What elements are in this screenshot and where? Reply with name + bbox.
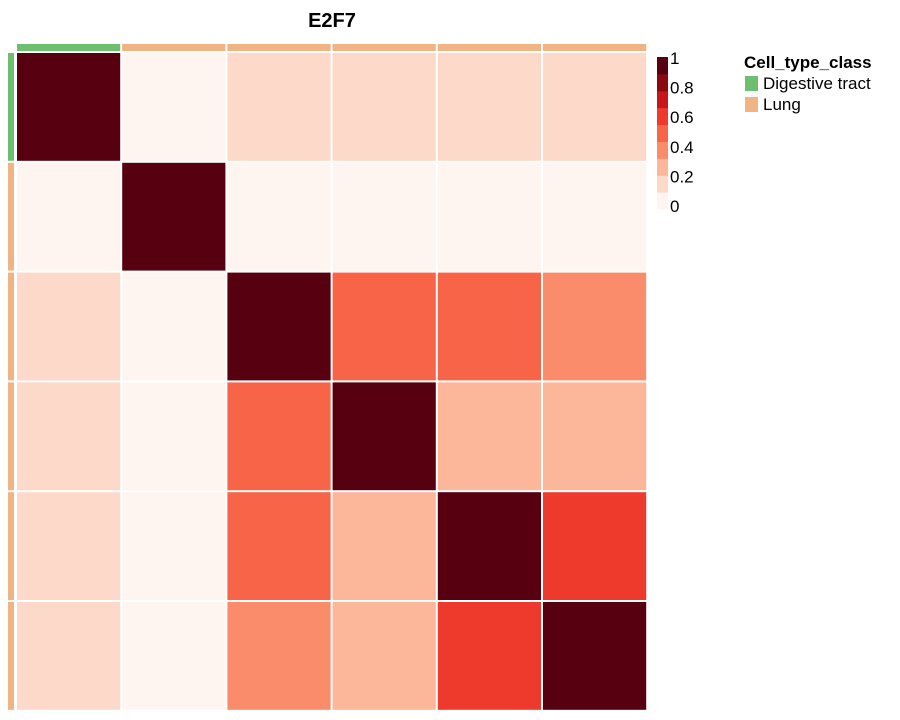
heatmap-cell-r0-c5: [543, 53, 647, 161]
heatmap-cell-r2-c3: [332, 272, 436, 381]
heatmap-cell-r4-c1: [122, 492, 226, 600]
heatmap-cell-r3-c3: [332, 382, 436, 491]
heatmap-cell-r5-c3: [332, 602, 436, 710]
annotation-legend: Cell_type_class Digestive tract Lung: [744, 53, 872, 114]
heatmap-cell-r3-c5: [543, 382, 647, 491]
colorbar-segment-8: [657, 57, 668, 75]
heatmap-cell-r5-c1: [122, 602, 226, 710]
heatmap-cell-r5-c0: [17, 602, 121, 710]
colorbar-segment-5: [657, 107, 668, 126]
colorbar: [657, 57, 668, 210]
top-annotation-segment-5: [543, 44, 647, 51]
colorbar-tick-label: 1: [670, 49, 679, 68]
heatmap-cell-r4-c3: [332, 492, 436, 600]
heatmap-cells: [17, 53, 647, 710]
colorbar-segment-4: [657, 124, 668, 142]
chart-title: E2F7: [308, 10, 356, 32]
left-annotation-segment-5: [8, 602, 14, 710]
heatmap-cell-r3-c0: [17, 382, 121, 491]
heatmap-cell-r2-c2: [227, 272, 331, 381]
heatmap-cell-r0-c0: [17, 53, 121, 161]
colorbar-tick-label: 0.6: [670, 108, 694, 127]
heatmap-cell-r1-c4: [437, 162, 541, 271]
colorbar-segment-7: [657, 73, 668, 92]
left-annotation-segment-4: [8, 492, 14, 600]
heatmap-cell-r3-c2: [227, 382, 331, 491]
top-annotation-bar: [17, 44, 647, 51]
colorbar-segment-6: [657, 90, 668, 109]
top-annotation-segment-1: [122, 44, 226, 51]
colorbar-tick-label: 0.4: [670, 138, 694, 157]
colorbar-segment-3: [657, 141, 668, 159]
legend-swatch-1: [745, 97, 758, 112]
left-annotation-segment-1: [8, 162, 14, 271]
heatmap-cell-r1-c2: [227, 162, 331, 271]
heatmap-cell-r4-c2: [227, 492, 331, 600]
heatmap-cell-r0-c2: [227, 53, 331, 161]
heatmap-cell-r1-c3: [332, 162, 436, 271]
colorbar-tick-label: 0.8: [670, 79, 694, 98]
legend-swatch-0: [745, 76, 758, 91]
heatmap-cell-r1-c1: [122, 162, 226, 271]
heatmap-cell-r5-c2: [227, 602, 331, 710]
colorbar-segment-2: [657, 158, 668, 176]
top-annotation-segment-2: [227, 44, 331, 51]
heatmap-cell-r2-c4: [437, 272, 541, 381]
heatmap-cell-r3-c1: [122, 382, 226, 491]
heatmap-cell-r4-c5: [543, 492, 647, 600]
left-annotation-segment-2: [8, 272, 14, 381]
legend-title: Cell_type_class: [744, 53, 872, 72]
heatmap-cell-r0-c3: [332, 53, 436, 161]
heatmap-cell-r2-c0: [17, 272, 121, 381]
heatmap-cell-r0-c1: [122, 53, 226, 161]
left-annotation-bar: [8, 53, 14, 710]
heatmap-cell-r2-c1: [122, 272, 226, 381]
colorbar-segment-0: [657, 192, 668, 210]
colorbar-tick-labels: 1 0.8 0.6 0.4 0.2 0: [670, 49, 694, 216]
heatmap-cell-r2-c5: [543, 272, 647, 381]
heatmap-cell-r5-c5: [543, 602, 647, 710]
top-annotation-segment-4: [437, 44, 541, 51]
heatmap-cell-r5-c4: [437, 602, 541, 710]
colorbar-tick-label: 0: [670, 197, 679, 216]
heatmap-cell-r4-c4: [437, 492, 541, 600]
left-annotation-segment-0: [8, 53, 14, 161]
heatmap-cell-r1-c5: [543, 162, 647, 271]
colorbar-segment-1: [657, 175, 668, 193]
left-annotation-segment-3: [8, 382, 14, 491]
heatmap-cell-r3-c4: [437, 382, 541, 491]
legend-label-1: Lung: [763, 95, 801, 114]
heatmap-cell-r4-c0: [17, 492, 121, 600]
heatmap-cell-r1-c0: [17, 162, 121, 271]
legend-label-0: Digestive tract: [763, 74, 871, 93]
top-annotation-segment-0: [17, 44, 121, 51]
top-annotation-segment-3: [332, 44, 436, 51]
heatmap-cell-r0-c4: [437, 53, 541, 161]
colorbar-tick-label: 0.2: [670, 167, 694, 186]
